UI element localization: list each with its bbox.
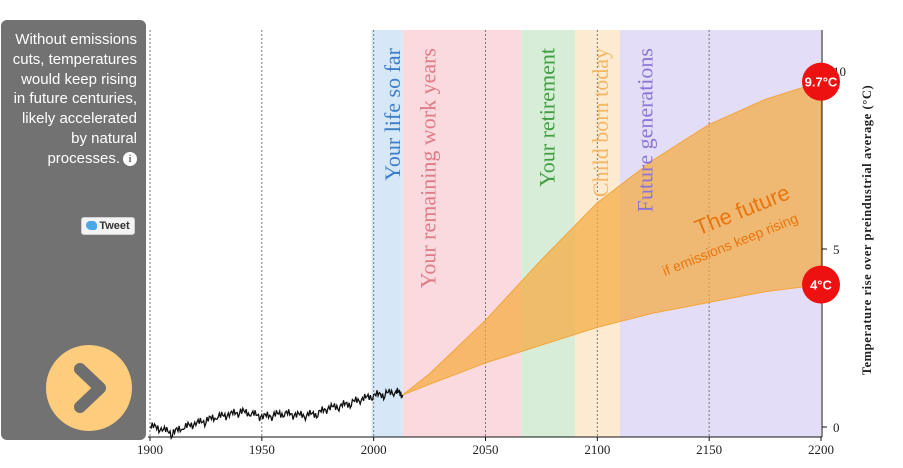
end-value-labels: 4°C 9.7°C — [802, 62, 840, 304]
life-band-0 — [371, 30, 403, 437]
x-tick-label-2050: 2050 — [473, 442, 499, 457]
end-label-circle-0 — [802, 265, 840, 304]
tweet-label: Tweet — [99, 220, 130, 232]
side-message-text: Without emissions cuts, temperatures wou… — [12, 31, 137, 167]
life-band-labels: Your life so far Your remaining work year… — [380, 47, 658, 288]
projection-band — [402, 80, 822, 396]
life-band-label-3: Child born today — [588, 48, 613, 197]
life-band-label-2: Your retirement — [534, 48, 559, 187]
next-button[interactable] — [46, 345, 132, 431]
x-tick-label-2000: 2000 — [361, 442, 387, 457]
x-tick-label-2150: 2150 — [696, 442, 722, 457]
life-band-label-0: Your life so far — [380, 47, 405, 180]
tweet-button[interactable]: Tweet — [81, 217, 135, 235]
end-label-text-1: 9.7°C — [805, 75, 838, 90]
info-icon[interactable]: i — [123, 151, 137, 166]
y-tick-label-0: 0 — [833, 420, 840, 435]
x-tick-label-2100: 2100 — [584, 442, 610, 457]
side-message: Without emissions cuts, temperatures wou… — [7, 30, 137, 169]
life-band-label-4: Future generations — [633, 48, 658, 212]
end-label-text-0: 4°C — [810, 278, 832, 293]
end-label-circle-1 — [802, 62, 840, 101]
x-tick-label-1900: 1900 — [137, 442, 163, 457]
x-tick-label-1950: 1950 — [249, 442, 275, 457]
projection-area — [149, 80, 822, 440]
life-band-2 — [521, 30, 575, 437]
life-band-label-1: Your remaining work years — [416, 48, 441, 288]
x-tick-label-2200: 2200 — [808, 442, 834, 457]
y-axis-label: Temperature rise over preindustrial aver… — [860, 85, 874, 376]
y-tick-label-5: 5 — [833, 242, 840, 257]
observed-line — [149, 387, 404, 440]
side-panel: Without emissions cuts, temperatures wou… — [1, 20, 146, 440]
chevron-right-icon — [74, 363, 106, 413]
twitter-bird-icon — [86, 221, 98, 230]
